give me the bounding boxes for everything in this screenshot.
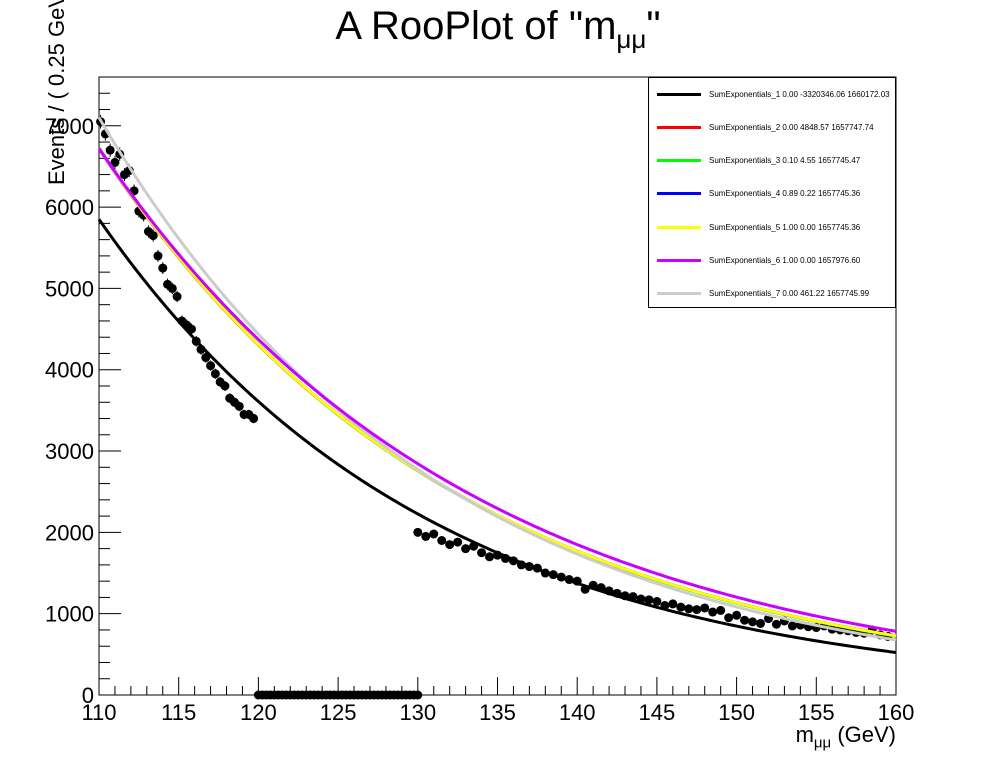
y-tick-label: 2000 <box>45 520 94 545</box>
legend-swatch-2 <box>657 125 701 129</box>
legend-entry-3: SumExponentials_3 0.10 4.55 1657745.47 <box>657 154 860 166</box>
data-point <box>153 251 163 261</box>
data-point <box>716 605 726 615</box>
legend-label-6: SumExponentials_6 1.00 0.00 1657976.60 <box>709 255 861 265</box>
data-point <box>676 602 686 612</box>
data-point <box>453 537 463 547</box>
data-point <box>748 617 758 627</box>
legend-swatch-6 <box>657 258 701 262</box>
data-point <box>724 613 734 623</box>
blinded-data-point <box>413 690 423 700</box>
legend-label-7: SumExponentials_7 0.00 461.22 1657745.99 <box>709 288 870 298</box>
x-tick-label: 160 <box>878 700 915 725</box>
legend-entry-2: SumExponentials_2 0.00 4848.57 1657747.7… <box>657 121 874 133</box>
legend-label-5: SumExponentials_5 1.00 0.00 1657745.36 <box>709 222 861 232</box>
fit-curve-SumExponentials_1 <box>97 218 897 654</box>
legend-label-3: SumExponentials_3 0.10 4.55 1657745.47 <box>709 155 861 165</box>
y-tick-label: 1000 <box>45 602 94 627</box>
y-tick-label: 0 <box>82 683 94 708</box>
legend-swatch-4 <box>657 191 701 195</box>
data-point <box>445 540 455 550</box>
data-point <box>644 595 654 605</box>
data-point <box>771 619 781 629</box>
legend-swatch-5 <box>657 225 701 229</box>
data-point <box>668 599 678 609</box>
data-point <box>756 618 766 628</box>
y-tick-label: 5000 <box>45 276 94 301</box>
legend-entry-5: SumExponentials_5 1.00 0.00 1657745.36 <box>657 221 860 233</box>
y-tick-label: 3000 <box>45 439 94 464</box>
chart-title-sub: μμ <box>616 24 647 54</box>
data-point <box>732 610 742 620</box>
data-point <box>692 605 702 615</box>
data-point <box>413 527 423 537</box>
data-point <box>652 596 662 606</box>
x-tick-label: 130 <box>399 700 436 725</box>
data-point <box>172 292 182 302</box>
data-point <box>477 548 487 558</box>
legend-entry-7: SumExponentials_7 0.00 461.22 1657745.99 <box>657 287 869 299</box>
legend-entry-6: SumExponentials_6 1.00 0.00 1657976.60 <box>657 254 860 266</box>
legend-swatch-1 <box>657 92 701 96</box>
x-tick-label: 110 <box>81 700 116 725</box>
data-point <box>708 607 718 617</box>
chart-title: A RooPlot of "mμμ" <box>0 4 996 55</box>
data-point <box>148 231 158 241</box>
data-point <box>437 536 447 545</box>
data-point <box>110 157 120 167</box>
data-point <box>105 145 115 155</box>
data-point <box>429 529 439 539</box>
data-point <box>421 531 431 541</box>
x-tick-label: 140 <box>559 700 596 725</box>
data-point <box>461 544 471 554</box>
y-tick-label: 7000 <box>45 114 94 139</box>
data-point <box>234 401 244 411</box>
x-axis-label-unit: (GeV) <box>831 722 896 747</box>
data-point <box>210 369 220 379</box>
chart-title-text: A RooPlot of "m <box>335 4 617 48</box>
data-point <box>740 615 750 625</box>
data-point <box>220 381 230 391</box>
data-point <box>787 621 797 631</box>
x-tick-label: 120 <box>240 700 277 725</box>
data-point <box>249 414 259 424</box>
x-tick-label: 125 <box>320 700 357 725</box>
x-axis-label-sub: μμ <box>813 734 832 752</box>
y-tick-label: 4000 <box>45 358 94 383</box>
x-tick-label: 155 <box>798 700 835 725</box>
fit-curve-SumExponentials_6 <box>97 147 897 633</box>
x-tick-label: 145 <box>639 700 676 725</box>
legend-swatch-7 <box>657 291 701 295</box>
data-point <box>684 604 694 614</box>
legend-label-4: SumExponentials_4 0.89 0.22 1657745.36 <box>709 188 861 198</box>
data-point <box>167 283 177 293</box>
legend: SumExponentials_1 0.00 -3320346.06 16601… <box>648 77 896 308</box>
data-point <box>485 552 495 562</box>
data-point <box>206 361 216 371</box>
y-tick-label: 6000 <box>45 195 94 220</box>
data-point <box>158 263 168 273</box>
legend-entry-4: SumExponentials_4 0.89 0.22 1657745.36 <box>657 187 860 199</box>
legend-entry-1: SumExponentials_1 0.00 -3320346.06 16601… <box>657 88 890 100</box>
y-axis-label: Events / ( 0.25 GeV ) <box>44 0 69 185</box>
fit-curve-SumExponentials_7 <box>97 116 897 642</box>
x-axis-label: mμμ (GeV) <box>796 722 896 751</box>
legend-swatch-3 <box>657 158 701 162</box>
legend-label-2: SumExponentials_2 0.00 4848.57 1657747.7… <box>709 122 874 132</box>
x-tick-label: 115 <box>161 700 196 725</box>
x-tick-label: 150 <box>718 700 755 725</box>
x-axis-label-var: m <box>795 722 814 747</box>
legend-label-1: SumExponentials_1 0.00 -3320346.06 16601… <box>709 89 890 99</box>
data-point <box>700 603 710 613</box>
chart-title-end: " <box>646 4 661 48</box>
x-tick-label: 135 <box>479 700 516 725</box>
